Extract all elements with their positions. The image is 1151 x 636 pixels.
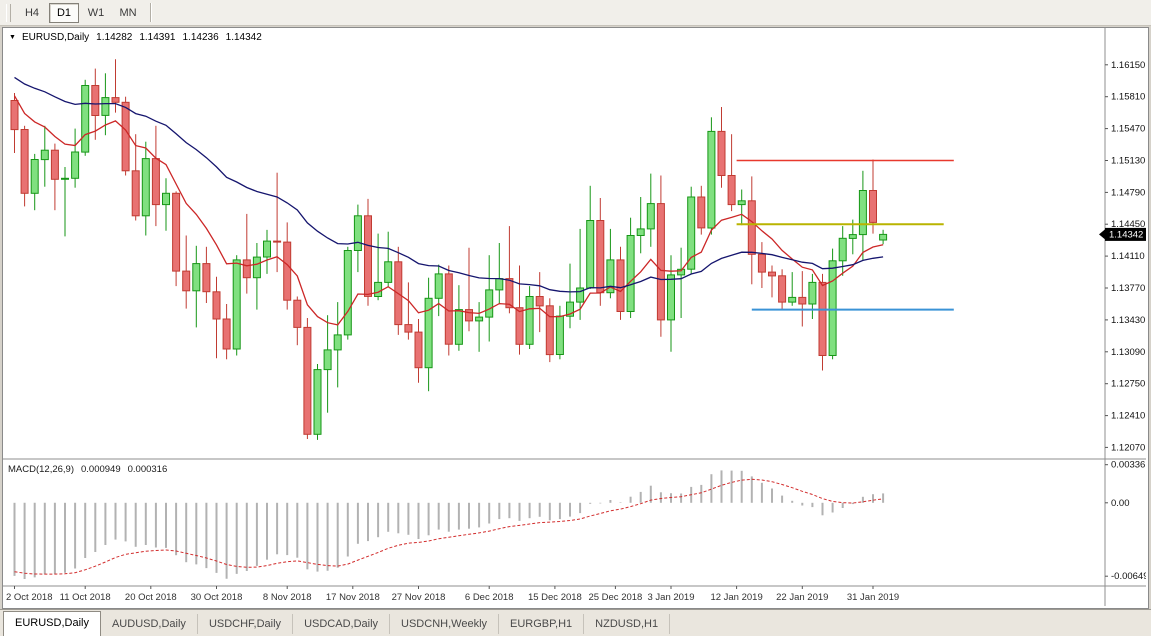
chart-dropdown-icon[interactable]: ▼ bbox=[9, 34, 16, 41]
price-axis-label: 1.13430 bbox=[1111, 315, 1145, 326]
moving-average-line-34[interactable] bbox=[14, 76, 884, 293]
price-axis-label: 1.12410 bbox=[1111, 411, 1145, 422]
date-axis-label: 30 Oct 2018 bbox=[191, 592, 243, 603]
toolbar-separator bbox=[150, 3, 152, 22]
price-axis-label: 1.13770 bbox=[1111, 283, 1145, 294]
macd-signal-line bbox=[14, 478, 884, 575]
price-axis-label: 1.15810 bbox=[1111, 92, 1145, 103]
macd-histogram bbox=[13, 470, 885, 579]
price-axis-label: 1.15130 bbox=[1111, 156, 1145, 167]
price-axis-label: 1.14790 bbox=[1111, 187, 1145, 198]
moving-average-line-10[interactable] bbox=[13, 95, 884, 326]
chart-window: 1.16150 1.15810 1.15470 1.15130 1.14790 1.144… bbox=[2, 27, 1149, 609]
ohlc-open: 1.14282 bbox=[96, 32, 133, 43]
date-axis-label: 25 Dec 2018 bbox=[588, 592, 642, 603]
timeframe-buttons: H4 D1 W1 MN bbox=[17, 2, 145, 23]
price-axis-label: 1.14450 bbox=[1111, 219, 1145, 230]
current-price-label: 1.14342 bbox=[1109, 229, 1143, 240]
date-axis-label: 20 Oct 2018 bbox=[125, 592, 177, 603]
chart-symbol-header: ▼ EURUSD,Daily 1.14282 1.14391 1.14236 1… bbox=[9, 32, 262, 43]
macd-signal-value: 0.000316 bbox=[127, 464, 168, 475]
chart-canvas[interactable]: 1.16150 1.15810 1.15470 1.15130 1.14790 1.144… bbox=[3, 28, 1146, 606]
date-axis-label: 3 Jan 2019 bbox=[647, 592, 694, 603]
macd-axis-label: 0.00336 bbox=[1111, 460, 1145, 471]
candles-layer bbox=[10, 59, 888, 440]
macd-label: MACD(12,26,9) bbox=[8, 464, 74, 475]
chart-tab-audusd-daily[interactable]: AUDUSD,Daily bbox=[101, 614, 198, 634]
price-axis-label: 1.15470 bbox=[1111, 124, 1145, 135]
ohlc-low: 1.14236 bbox=[182, 32, 219, 43]
date-axis-label: 31 Jan 2019 bbox=[847, 592, 899, 603]
macd-axis-label: 0.00 bbox=[1111, 498, 1130, 509]
ohlc-high: 1.14391 bbox=[139, 32, 176, 43]
chart-tab-nzdusd-h1[interactable]: NZDUSD,H1 bbox=[584, 614, 671, 634]
date-axis-label: 15 Dec 2018 bbox=[528, 592, 582, 603]
date-axis-label: 11 Oct 2018 bbox=[60, 592, 111, 603]
date-axis[interactable]: 2 Oct 2018 11 Oct 2018 20 Oct 2018 30 Oct 2… bbox=[6, 586, 899, 603]
current-price-badge: 1.14342 bbox=[1099, 227, 1146, 241]
date-axis-label: 22 Jan 2019 bbox=[776, 592, 828, 603]
chart-tabs-bar: EURUSD,Daily AUDUSD,Daily USDCHF,Daily USDC… bbox=[0, 609, 1151, 636]
chart-tab-usdchf-daily[interactable]: USDCHF,Daily bbox=[198, 614, 294, 634]
timeframe-button-h4[interactable]: H4 bbox=[24, 6, 40, 19]
date-axis-label: 12 Jan 2019 bbox=[710, 592, 762, 603]
price-axis-label: 1.12070 bbox=[1111, 442, 1145, 453]
price-axis-label: 1.14110 bbox=[1111, 251, 1145, 262]
price-axis-label: 1.12750 bbox=[1111, 379, 1145, 390]
price-axis[interactable]: 1.16150 1.15810 1.15470 1.15130 1.14790 1.144… bbox=[1105, 60, 1146, 582]
date-axis-label: 8 Nov 2018 bbox=[263, 592, 312, 603]
date-axis-label: 27 Nov 2018 bbox=[392, 592, 446, 603]
price-axis-label: 1.16150 bbox=[1111, 60, 1145, 71]
price-axis-label: 1.13090 bbox=[1111, 347, 1145, 358]
timeframe-button-mn[interactable]: MN bbox=[119, 6, 137, 19]
chart-tab-usdcnh-weekly[interactable]: USDCNH,Weekly bbox=[390, 614, 500, 634]
macd-axis-label: -0.00649 bbox=[1111, 571, 1146, 582]
timeframe-button-w1[interactable]: W1 bbox=[87, 6, 105, 19]
date-axis-label: 6 Dec 2018 bbox=[465, 592, 514, 603]
chart-tab-usdcad-daily[interactable]: USDCAD,Daily bbox=[293, 614, 391, 634]
macd-indicator-header: MACD(12,26,9) 0.000949 0.000316 bbox=[8, 464, 167, 475]
ohlc-close: 1.14342 bbox=[225, 32, 262, 43]
chart-tab-eurgbp-h1[interactable]: EURGBP,H1 bbox=[499, 614, 585, 634]
timeframe-button-d1[interactable]: D1 bbox=[49, 2, 79, 23]
toolbar-grip[interactable] bbox=[6, 3, 11, 22]
macd-main-value: 0.000949 bbox=[81, 464, 121, 475]
timeframe-toolbar: H4 D1 W1 MN bbox=[0, 0, 1151, 26]
symbol-label: EURUSD,Daily bbox=[21, 32, 90, 43]
date-axis-label: 17 Nov 2018 bbox=[326, 592, 380, 603]
date-axis-label: 2 Oct 2018 bbox=[6, 592, 52, 603]
chart-tab-eurusd-daily[interactable]: EURUSD,Daily bbox=[3, 611, 101, 636]
